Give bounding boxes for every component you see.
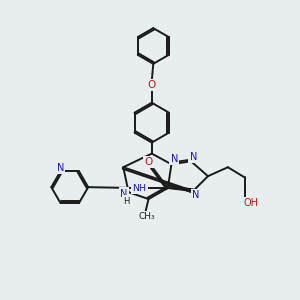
Text: OH: OH xyxy=(244,199,259,208)
Text: CH₃: CH₃ xyxy=(138,212,155,221)
Text: H: H xyxy=(123,196,129,206)
Text: N: N xyxy=(190,152,197,162)
Text: N: N xyxy=(171,154,178,164)
Text: NH: NH xyxy=(132,184,146,193)
Text: O: O xyxy=(148,80,156,90)
Text: N: N xyxy=(57,163,64,172)
Text: N: N xyxy=(192,190,200,200)
Text: N: N xyxy=(121,189,128,199)
Text: O: O xyxy=(145,157,153,167)
